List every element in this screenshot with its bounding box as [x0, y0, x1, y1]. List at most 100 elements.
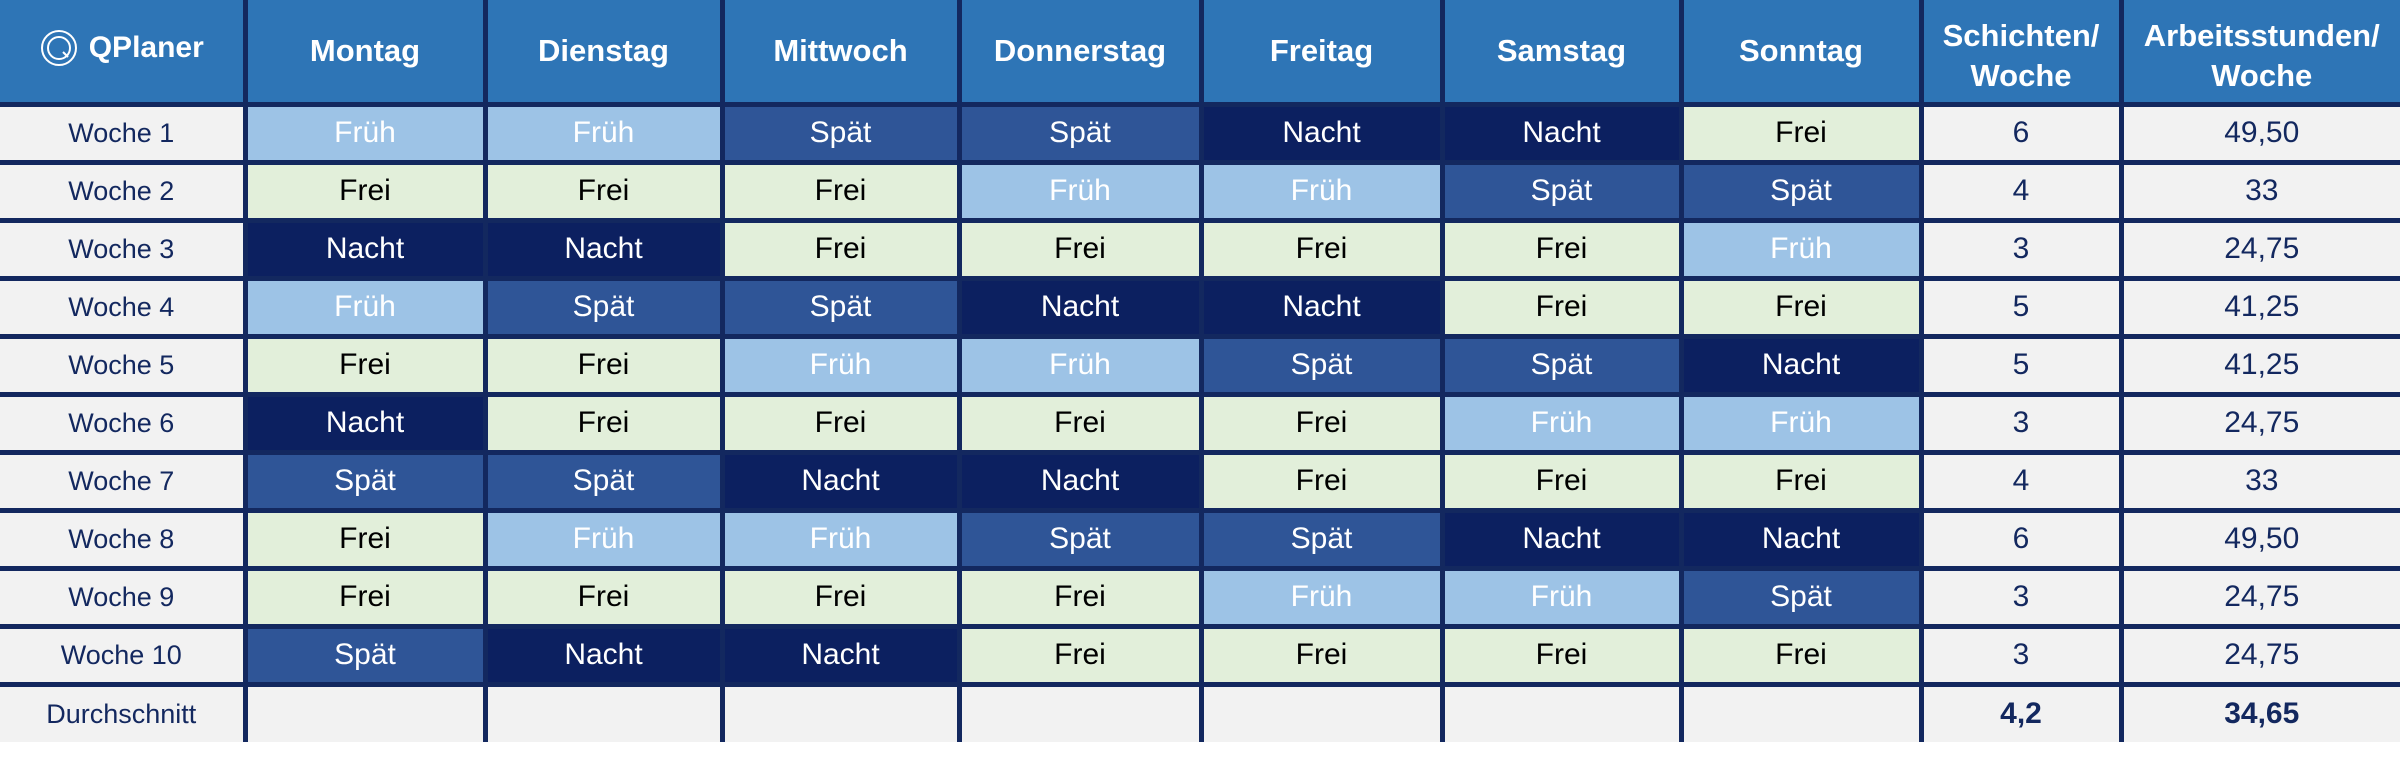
- qplaner-logo-icon: [40, 30, 77, 67]
- shift-cell-freitag: Früh: [1198, 159, 1445, 223]
- shift-cell-sonntag: Spät: [1678, 159, 1924, 223]
- shift-cell-montag: Spät: [242, 449, 488, 513]
- hours-per-week-value: 41,25: [2118, 333, 2400, 397]
- shift-cell-montag: Früh: [242, 275, 488, 339]
- hours-per-week-value: 24,75: [2118, 623, 2400, 687]
- shift-cell-mittwoch: Frei: [719, 217, 962, 281]
- week-row: Woche 8 Frei Früh Früh Spät Spät Nacht Nacht 6 49…: [0, 507, 2400, 571]
- week-label: Woche 8: [0, 507, 248, 571]
- shift-cell-montag: Früh: [242, 101, 488, 165]
- shift-cell-sonntag: Frei: [1678, 449, 1924, 513]
- week-label: Woche 9: [0, 565, 248, 629]
- shift-cell-mittwoch: Frei: [719, 391, 962, 455]
- average-blank-cell: [1678, 681, 1924, 742]
- shift-cell-sonntag: Nacht: [1678, 333, 1924, 397]
- hours-per-week-value: 24,75: [2118, 565, 2400, 629]
- average-blank-cell: [1198, 681, 1445, 742]
- shift-cell-freitag: Frei: [1198, 391, 1445, 455]
- shift-cell-donnerstag: Früh: [956, 159, 1204, 223]
- week-row: Woche 9 Frei Frei Frei Frei Früh Früh Spät 3 24,7…: [0, 565, 2400, 629]
- week-row: Woche 4 Früh Spät Spät Nacht Nacht Frei Frei 5 41…: [0, 275, 2400, 339]
- shift-cell-mittwoch: Spät: [719, 275, 962, 339]
- shift-cell-mittwoch: Nacht: [719, 623, 962, 687]
- day-header-sonntag: Sonntag: [1678, 0, 1924, 104]
- shift-cell-donnerstag: Spät: [956, 101, 1204, 165]
- shifts-per-week-value: 3: [1918, 217, 2124, 281]
- shift-cell-sonntag: Frei: [1678, 275, 1924, 339]
- shift-cell-donnerstag: Frei: [956, 565, 1204, 629]
- hours-header-line1: Arbeitsstunden/: [2143, 17, 2380, 53]
- shift-cell-dienstag: Früh: [482, 507, 725, 571]
- shift-cell-freitag: Frei: [1198, 217, 1445, 281]
- hours-per-week-value: 24,75: [2118, 391, 2400, 455]
- shifts-per-week-value: 6: [1918, 101, 2124, 165]
- week-row: Woche 10 Spät Nacht Nacht Frei Frei Frei Frei 3 2…: [0, 623, 2400, 687]
- shift-cell-mittwoch: Frei: [719, 565, 962, 629]
- shift-cell-sonntag: Nacht: [1678, 507, 1924, 571]
- week-label: Woche 5: [0, 333, 248, 397]
- shift-cell-mittwoch: Früh: [719, 333, 962, 397]
- shift-cell-sonntag: Frei: [1678, 101, 1924, 165]
- logo: QPlaner: [39, 28, 204, 68]
- shift-cell-dienstag: Frei: [482, 391, 725, 455]
- shift-cell-samstag: Frei: [1439, 449, 1684, 513]
- shifts-per-week-value: 5: [1918, 275, 2124, 339]
- shift-cell-freitag: Frei: [1198, 449, 1445, 513]
- shift-cell-freitag: Spät: [1198, 333, 1445, 397]
- shift-cell-samstag: Nacht: [1439, 507, 1684, 571]
- average-blank-cell: [1439, 681, 1684, 742]
- shift-cell-sonntag: Spät: [1678, 565, 1924, 629]
- week-label: Woche 6: [0, 391, 248, 455]
- logo-text: QPlaner: [88, 31, 204, 65]
- average-label: Durchschnitt: [0, 681, 248, 742]
- shifts-per-week-value: 3: [1918, 565, 2124, 629]
- shift-cell-sonntag: Früh: [1678, 217, 1924, 281]
- shift-cell-freitag: Nacht: [1198, 101, 1445, 165]
- hours-per-week-value: 41,25: [2118, 275, 2400, 339]
- shift-cell-donnerstag: Nacht: [956, 275, 1204, 339]
- week-row: Woche 7 Spät Spät Nacht Nacht Frei Frei Frei 4 33: [0, 449, 2400, 513]
- shifts-per-week-value: 3: [1918, 623, 2124, 687]
- shift-cell-mittwoch: Spät: [719, 101, 962, 165]
- week-label: Woche 4: [0, 275, 248, 339]
- week-label: Woche 10: [0, 623, 248, 687]
- hours-per-week-value: 24,75: [2118, 217, 2400, 281]
- shifts-header-line2: Woche: [1970, 57, 2072, 93]
- day-header-montag: Montag: [242, 0, 488, 104]
- shift-cell-mittwoch: Frei: [719, 159, 962, 223]
- shift-cell-montag: Nacht: [242, 217, 488, 281]
- shift-cell-freitag: Spät: [1198, 507, 1445, 571]
- shift-cell-donnerstag: Frei: [956, 217, 1204, 281]
- shift-cell-freitag: Frei: [1198, 623, 1445, 687]
- week-label: Woche 1: [0, 101, 248, 165]
- shift-cell-donnerstag: Frei: [956, 623, 1204, 687]
- average-hours-per-week: 34,65: [2118, 681, 2400, 742]
- shift-cell-samstag: Spät: [1439, 159, 1684, 223]
- hours-header-line2: Woche: [2211, 57, 2313, 93]
- shift-cell-freitag: Früh: [1198, 565, 1445, 629]
- shift-cell-mittwoch: Nacht: [719, 449, 962, 513]
- shift-cell-mittwoch: Früh: [719, 507, 962, 571]
- shift-cell-samstag: Frei: [1439, 275, 1684, 339]
- shift-cell-samstag: Früh: [1439, 565, 1684, 629]
- shift-cell-dienstag: Spät: [482, 449, 725, 513]
- week-label: Woche 7: [0, 449, 248, 513]
- shifts-per-week-value: 4: [1918, 159, 2124, 223]
- average-shifts-per-week: 4,2: [1918, 681, 2124, 742]
- shift-cell-samstag: Nacht: [1439, 101, 1684, 165]
- shifts-per-week-value: 4: [1918, 449, 2124, 513]
- shift-cell-donnerstag: Früh: [956, 333, 1204, 397]
- hours-per-week-value: 33: [2118, 449, 2400, 513]
- day-header-mittwoch: Mittwoch: [719, 0, 962, 104]
- shift-cell-montag: Spät: [242, 623, 488, 687]
- shifts-per-week-value: 6: [1918, 507, 2124, 571]
- shift-cell-montag: Frei: [242, 159, 488, 223]
- shift-cell-montag: Frei: [242, 565, 488, 629]
- shift-cell-dienstag: Frei: [482, 159, 725, 223]
- day-header-dienstag: Dienstag: [482, 0, 725, 104]
- shift-cell-sonntag: Frei: [1678, 623, 1924, 687]
- shift-cell-dienstag: Früh: [482, 101, 725, 165]
- week-row: Woche 1 Früh Früh Spät Spät Nacht Nacht Frei 6 49…: [0, 101, 2400, 165]
- week-label: Woche 2: [0, 159, 248, 223]
